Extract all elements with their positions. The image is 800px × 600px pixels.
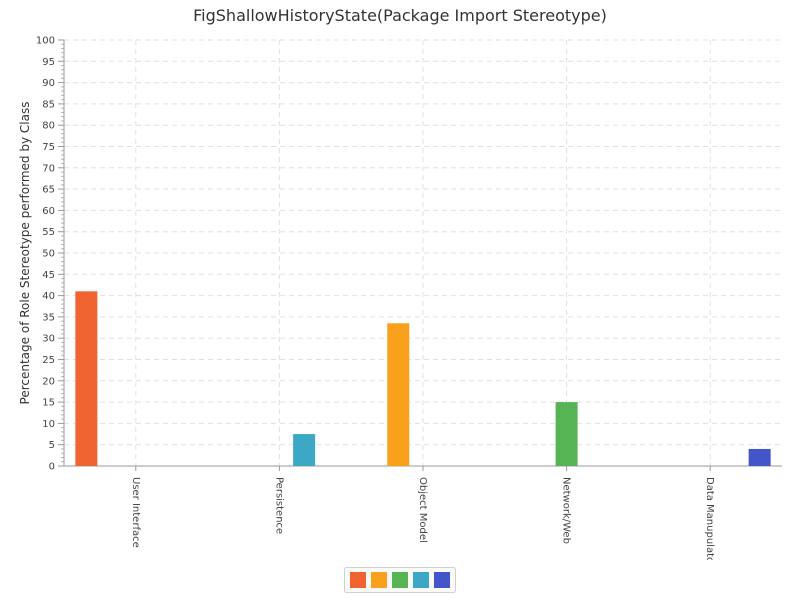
grid-lines — [64, 39, 782, 466]
y-tick-label: 90 — [42, 78, 55, 89]
x-axis: User Interface Persistence Object Model Net… — [64, 465, 782, 560]
bar-chart: 0 5 10 15 20 25 30 35 40 45 50 55 60 65 70 75 80 85 90 95 10… — [18, 36, 782, 560]
y-tick-label: 75 — [42, 142, 55, 153]
y-tick-label: 80 — [42, 121, 55, 132]
y-tick-label: 50 — [42, 249, 55, 260]
y-tick-label: 25 — [42, 355, 55, 366]
y-axis-title: Percentage of Role Stereotype performed … — [18, 102, 32, 405]
legend-swatch — [371, 572, 387, 588]
y-tick-label: 5 — [49, 440, 55, 451]
bar — [555, 402, 578, 466]
y-tick-label: 35 — [42, 312, 55, 323]
y-tick-label: 45 — [42, 270, 55, 281]
legend — [344, 567, 456, 593]
bar — [387, 323, 410, 466]
legend-swatch — [413, 572, 429, 588]
y-tick-label: 60 — [42, 206, 55, 217]
y-tick-label: 40 — [42, 291, 55, 302]
bars — [75, 291, 771, 466]
y-tick-label: 15 — [42, 398, 55, 409]
y-tick-label: 10 — [42, 419, 55, 430]
bar — [748, 448, 771, 466]
y-axis: 0 5 10 15 20 25 30 35 40 45 50 55 60 65 70 75 80 85 90 95 10… — [36, 36, 65, 473]
y-tick-label: 30 — [42, 334, 55, 345]
legend-swatch — [350, 572, 366, 588]
x-category-label: User Interface — [130, 477, 141, 548]
y-tick-label: 70 — [42, 163, 55, 174]
bar — [75, 291, 98, 466]
y-tick-label: 100 — [36, 36, 55, 47]
legend-swatch — [434, 572, 450, 588]
x-category-label: Data Manupulator — [704, 477, 715, 560]
y-tick-label: 95 — [42, 57, 55, 68]
y-tick-label: 55 — [42, 227, 55, 238]
y-tick-label: 20 — [42, 376, 55, 387]
x-category-label: Persistence — [273, 477, 284, 534]
bar — [293, 434, 316, 466]
y-tick-label: 0 — [49, 462, 55, 473]
x-category-label: Network/Web — [561, 477, 572, 544]
x-category-label: Object Model — [417, 477, 428, 543]
y-tick-label: 65 — [42, 185, 55, 196]
chart-title: FigShallowHistoryState(Package Import St… — [193, 6, 607, 25]
y-tick-label: 85 — [42, 99, 55, 110]
legend-swatch — [392, 572, 408, 588]
